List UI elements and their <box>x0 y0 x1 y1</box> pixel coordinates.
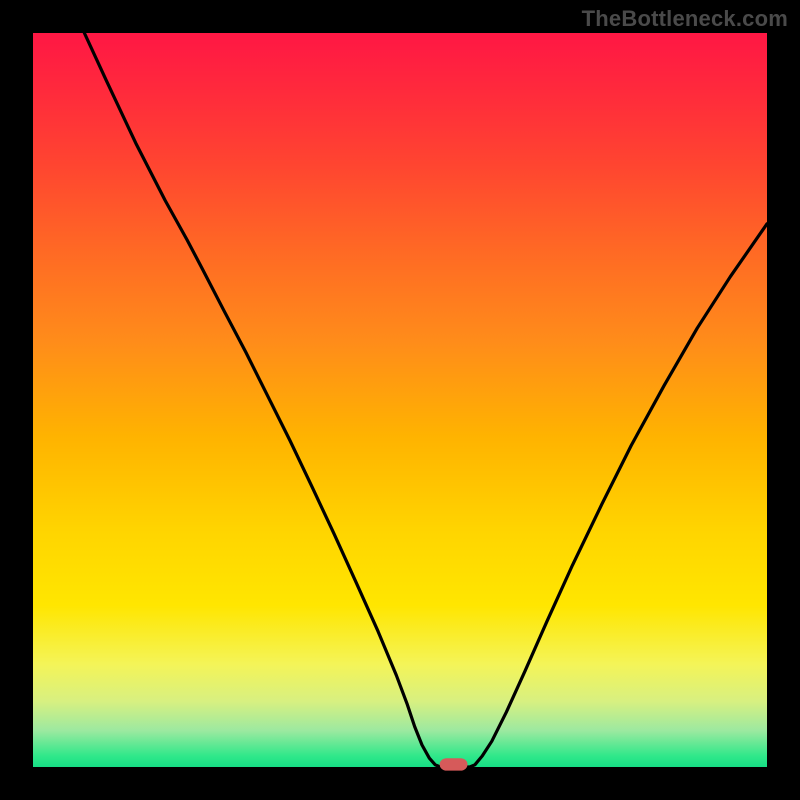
bottleneck-chart <box>0 0 800 800</box>
watermark-text: TheBottleneck.com <box>582 6 788 32</box>
chart-stage: TheBottleneck.com <box>0 0 800 800</box>
optimal-marker <box>440 758 468 770</box>
